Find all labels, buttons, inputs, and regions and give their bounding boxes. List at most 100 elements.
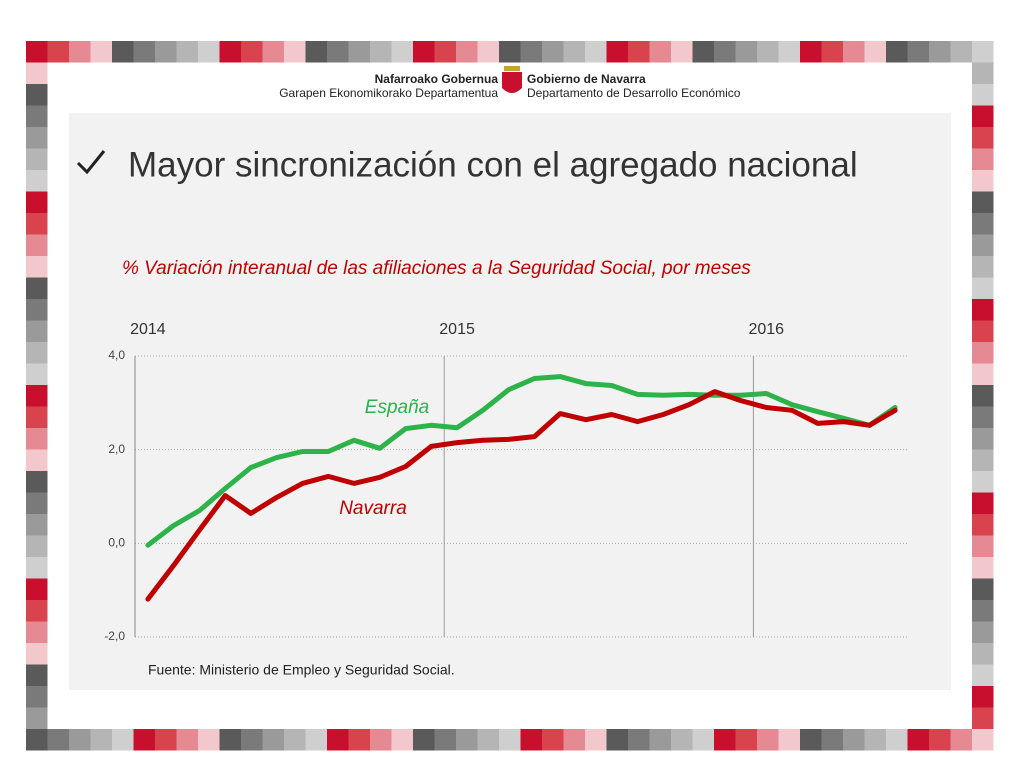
border-square — [112, 729, 134, 751]
border-square — [26, 256, 48, 278]
border-square — [972, 127, 994, 149]
border-square — [391, 729, 413, 751]
border-square — [972, 320, 994, 342]
border-square — [26, 127, 48, 149]
border-square — [305, 41, 327, 63]
border-square — [563, 729, 585, 751]
border-square — [972, 105, 994, 127]
border-square — [542, 41, 564, 63]
border-square — [413, 729, 435, 751]
border-square — [972, 643, 994, 665]
border-square — [520, 41, 542, 63]
border-square — [26, 600, 48, 622]
border-square — [26, 342, 48, 364]
border-square — [348, 729, 370, 751]
border-square — [972, 385, 994, 407]
border-square — [821, 41, 843, 63]
border-square — [950, 41, 972, 63]
border-square — [757, 41, 779, 63]
border-square — [972, 729, 994, 751]
border-square — [972, 62, 994, 84]
border-square — [606, 729, 628, 751]
border-square — [864, 41, 886, 63]
border-square — [155, 41, 177, 63]
border-square — [972, 299, 994, 321]
border-square — [800, 729, 822, 751]
border-square — [26, 363, 48, 385]
chart-subtitle: % Variación interanual de las afiliacion… — [122, 258, 751, 279]
border-square — [606, 41, 628, 63]
border-square — [370, 729, 392, 751]
x-tick-label: 2014 — [130, 321, 166, 338]
border-square — [434, 41, 456, 63]
header-left-title: Nafarroako Gobernua — [375, 72, 499, 86]
border-square — [241, 41, 263, 63]
border-square — [26, 514, 48, 536]
border-square — [241, 729, 263, 751]
border-square — [520, 729, 542, 751]
border-square — [26, 492, 48, 514]
border-square — [155, 729, 177, 751]
header-right-subtitle: Departamento de Desarrollo Económico — [527, 86, 741, 100]
border-square — [972, 707, 994, 729]
border-square — [26, 84, 48, 106]
border-square — [26, 213, 48, 235]
border-square — [176, 41, 198, 63]
border-square — [907, 729, 929, 751]
border-square — [477, 41, 499, 63]
border-square — [864, 729, 886, 751]
border-square — [692, 41, 714, 63]
border-square — [434, 729, 456, 751]
border-square — [26, 664, 48, 686]
border-square — [692, 729, 714, 751]
border-square — [90, 729, 112, 751]
border-square — [671, 41, 693, 63]
border-square — [886, 729, 908, 751]
border-square — [456, 41, 478, 63]
border-square — [735, 41, 757, 63]
border-square — [198, 729, 220, 751]
border-square — [69, 729, 91, 751]
border-square — [585, 41, 607, 63]
border-square — [843, 41, 865, 63]
border-square — [26, 621, 48, 643]
border-square — [972, 406, 994, 428]
border-square — [972, 621, 994, 643]
content-panel — [69, 113, 951, 690]
border-square — [821, 729, 843, 751]
border-square — [26, 320, 48, 342]
border-square — [585, 729, 607, 751]
border-square — [499, 729, 521, 751]
header-right-title: Gobierno de Navarra — [527, 72, 646, 86]
border-square — [972, 41, 994, 63]
border-square — [649, 729, 671, 751]
border-square — [348, 41, 370, 63]
border-square — [735, 729, 757, 751]
border-square — [972, 492, 994, 514]
source-note: Fuente: Ministerio de Empleo y Seguridad… — [148, 662, 455, 678]
border-square — [929, 41, 951, 63]
series-line — [145, 374, 898, 548]
border-square — [133, 41, 155, 63]
border-square — [262, 41, 284, 63]
y-tick-label: 2,0 — [108, 442, 125, 456]
border-square — [26, 643, 48, 665]
border-square — [176, 729, 198, 751]
border-square — [26, 471, 48, 493]
border-square — [26, 299, 48, 321]
border-square — [26, 578, 48, 600]
decorative-border — [26, 41, 994, 751]
border-square — [929, 729, 951, 751]
border-square — [26, 62, 48, 84]
border-square — [26, 170, 48, 192]
border-square — [305, 729, 327, 751]
border-square — [477, 729, 499, 751]
border-square — [800, 41, 822, 63]
border-square — [26, 277, 48, 299]
border-square — [972, 170, 994, 192]
series-label: España — [365, 397, 429, 418]
border-square — [972, 686, 994, 708]
border-square — [972, 191, 994, 213]
border-square — [391, 41, 413, 63]
